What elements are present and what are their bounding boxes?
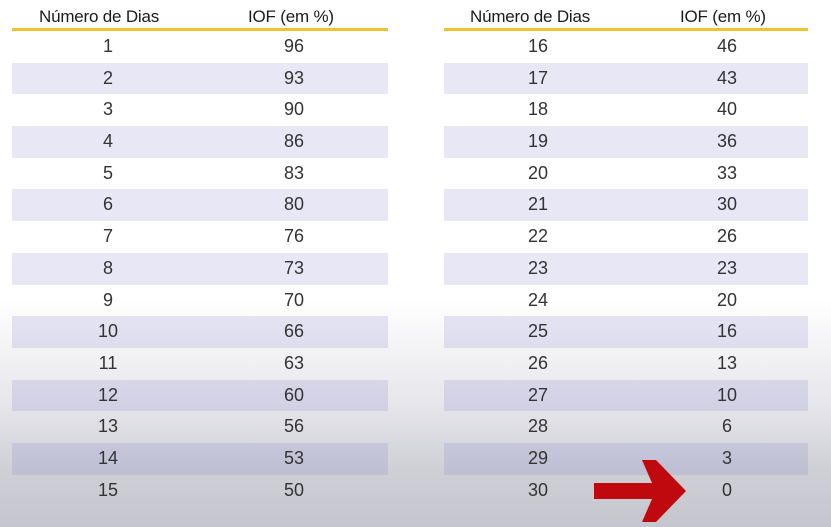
header-iof: IOF (em %) bbox=[680, 7, 766, 26]
table-row: 5 83 bbox=[103, 162, 305, 183]
table-row: 14 53 bbox=[12, 442, 388, 475]
table-row: 28 6 bbox=[527, 416, 733, 437]
table-header: Número de Dias IOF (em %) bbox=[12, 4, 388, 31]
table-row: 30 0 bbox=[527, 479, 733, 500]
table-row: 27 10 bbox=[444, 379, 808, 412]
table-row: 24 20 bbox=[527, 289, 738, 310]
header-iof: IOF (em %) bbox=[248, 7, 334, 26]
table-row: 23 23 bbox=[444, 252, 808, 285]
iof-table-right: Número de Dias IOF (em %) 16 46 17 43 18 40 19… bbox=[444, 4, 808, 506]
table-row: 15 50 bbox=[97, 479, 305, 500]
table-row: 22 26 bbox=[527, 226, 738, 247]
table-row: 11 63 bbox=[98, 352, 305, 373]
table-row: 20 33 bbox=[527, 162, 738, 183]
table-row: 4 86 bbox=[12, 126, 388, 158]
table-row: 8 73 bbox=[12, 252, 388, 285]
table-row: 3 90 bbox=[103, 99, 305, 120]
table-body-left: 1 96 2 93 3 90 4 86 5 83 6 80 7 76 8 73 9 70 10 66 11 63 12 60 1… bbox=[12, 31, 388, 506]
iof-table-left: Número de Dias IOF (em %) 1 96 2 93 3 90 4 86 5 8… bbox=[12, 4, 388, 506]
table-row: 9 70 bbox=[103, 289, 305, 310]
table-row: 10 66 bbox=[12, 316, 388, 348]
table-row: 21 30 bbox=[444, 189, 808, 222]
table-row: 6 80 bbox=[12, 189, 388, 222]
red-arrow-right-icon bbox=[594, 460, 686, 522]
table-header: Número de Dias IOF (em %) bbox=[444, 4, 808, 31]
table-row: 7 76 bbox=[103, 226, 305, 247]
table-row: 18 40 bbox=[527, 99, 738, 120]
table-row: 1 96 bbox=[103, 36, 305, 56]
table-row: 17 43 bbox=[444, 62, 808, 95]
header-days: Número de Dias bbox=[470, 7, 591, 26]
header-days: Número de Dias bbox=[39, 7, 160, 26]
table-row: 13 56 bbox=[97, 416, 305, 437]
table-row: 12 60 bbox=[12, 379, 388, 412]
table-row: 25 16 bbox=[444, 316, 808, 348]
table-row: 16 46 bbox=[527, 36, 738, 56]
table-body-right: 16 46 17 43 18 40 19 36 20 33 21 30 22 26 23 23 24 20 25 16… bbox=[444, 31, 808, 506]
table-row: 19 36 bbox=[444, 126, 808, 158]
table-row: 26 13 bbox=[527, 352, 738, 373]
